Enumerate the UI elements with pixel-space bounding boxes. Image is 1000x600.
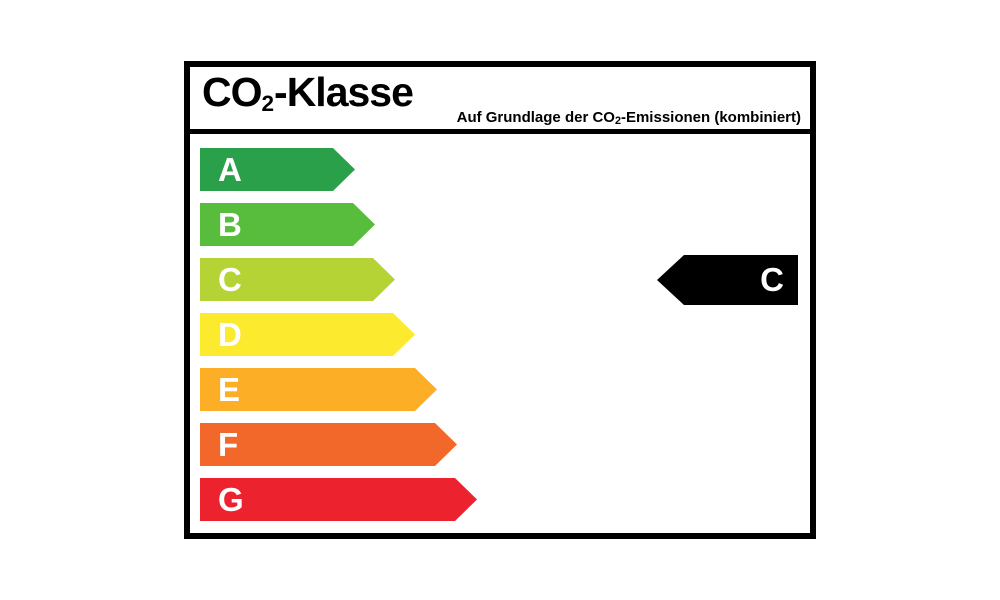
subtitle-suffix: -Emissionen (kombiniert) [620, 109, 801, 126]
label-title: CO2-Klasse [202, 69, 414, 116]
label-subtitle: Auf Grundlage der CO2-Emissionen (kombin… [456, 109, 801, 127]
label-body: A B C D E F G C [190, 134, 810, 529]
class-bar-f: F [200, 423, 457, 466]
class-letter-e: E [218, 371, 241, 408]
co2-label-card: CO2-Klasse Auf Grundlage der CO2-Emissio… [184, 61, 816, 539]
class-bar-c: C [200, 258, 395, 301]
title-prefix: CO [202, 69, 262, 115]
rating-letter: C [760, 261, 784, 298]
subtitle-prefix: Auf Grundlage der CO [456, 109, 615, 126]
rating-left-arrow-marker: C [657, 255, 798, 305]
class-letter-b: B [218, 206, 242, 243]
class-letter-g: G [218, 481, 244, 518]
class-bar-e: E [200, 368, 437, 411]
class-bar-g: G [200, 478, 477, 521]
class-bar-a: A [200, 148, 355, 191]
class-letter-d: D [218, 316, 242, 353]
class-bar-b: B [200, 203, 375, 246]
class-letter-f: F [218, 426, 239, 463]
label-header: CO2-Klasse Auf Grundlage der CO2-Emissio… [190, 67, 810, 134]
title-subscript: 2 [261, 90, 275, 116]
title-suffix: -Klasse [274, 69, 414, 115]
class-letter-a: A [218, 151, 242, 188]
class-bar-d: D [200, 313, 415, 356]
class-letter-c: C [218, 261, 242, 298]
subtitle-subscript: 2 [614, 114, 621, 127]
